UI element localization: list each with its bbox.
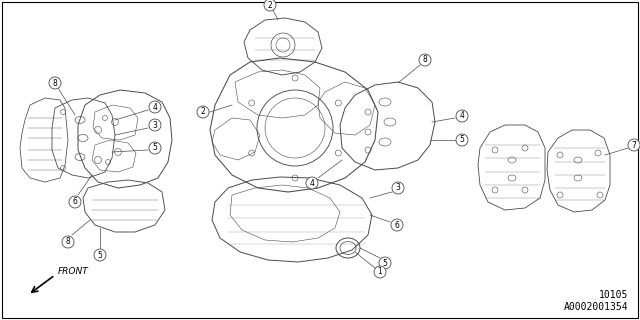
Circle shape [456, 110, 468, 122]
Text: 4: 4 [152, 102, 157, 111]
Text: 3: 3 [396, 183, 401, 193]
Text: 3: 3 [152, 121, 157, 130]
Circle shape [391, 219, 403, 231]
Text: 5: 5 [460, 135, 465, 145]
Text: 4: 4 [460, 111, 465, 121]
Text: 2: 2 [200, 108, 205, 116]
Text: 8: 8 [66, 237, 70, 246]
Circle shape [49, 77, 61, 89]
Text: FRONT: FRONT [58, 268, 89, 276]
Circle shape [62, 236, 74, 248]
Circle shape [456, 134, 468, 146]
Circle shape [379, 257, 391, 269]
Circle shape [69, 196, 81, 208]
Text: 8: 8 [52, 78, 58, 87]
Text: 2: 2 [268, 1, 273, 10]
Text: 10105: 10105 [598, 290, 628, 300]
Circle shape [264, 0, 276, 11]
Circle shape [149, 101, 161, 113]
Circle shape [419, 54, 431, 66]
Circle shape [149, 142, 161, 154]
Circle shape [197, 106, 209, 118]
Text: 8: 8 [422, 55, 428, 65]
Text: 5: 5 [152, 143, 157, 153]
Text: 1: 1 [378, 268, 382, 276]
Text: 7: 7 [632, 140, 636, 149]
Text: 5: 5 [383, 259, 387, 268]
Text: A0002001354: A0002001354 [563, 302, 628, 312]
Text: 6: 6 [72, 197, 77, 206]
Circle shape [306, 177, 318, 189]
Circle shape [628, 139, 640, 151]
Circle shape [374, 266, 386, 278]
Text: 5: 5 [97, 251, 102, 260]
Text: 4: 4 [310, 179, 314, 188]
Circle shape [392, 182, 404, 194]
Circle shape [149, 119, 161, 131]
Circle shape [94, 249, 106, 261]
Text: 6: 6 [395, 220, 399, 229]
